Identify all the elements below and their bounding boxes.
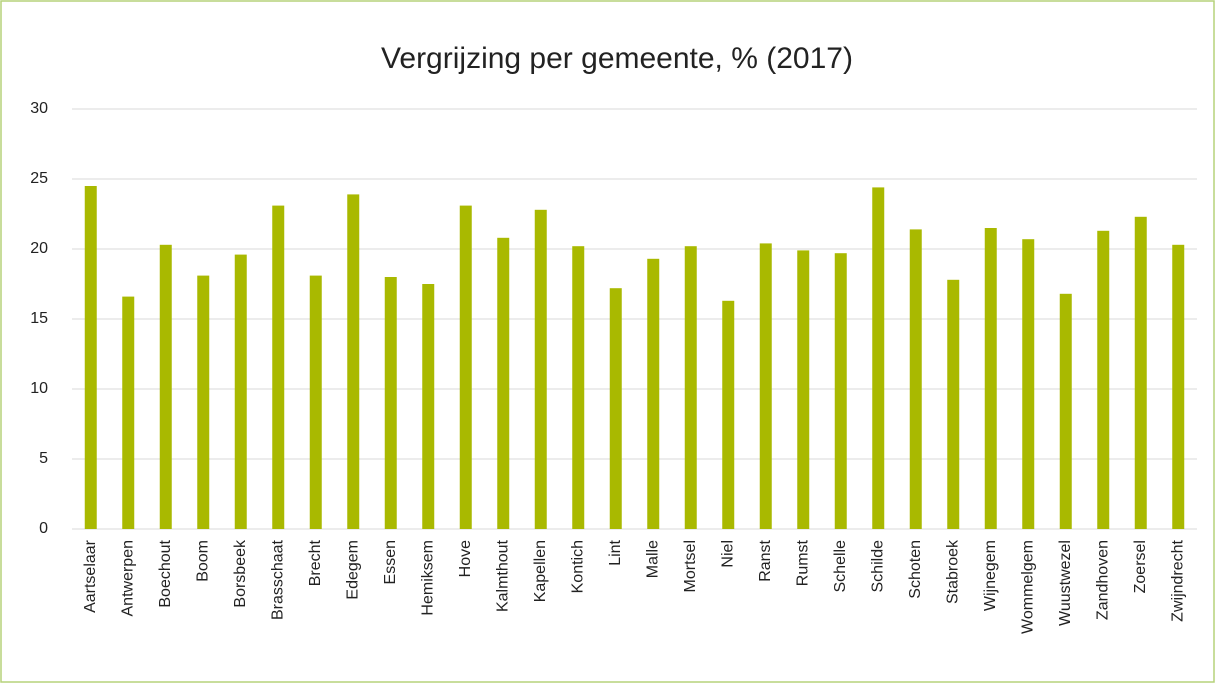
bar bbox=[272, 205, 285, 529]
bar bbox=[1097, 230, 1110, 530]
x-tick-label: Hove bbox=[457, 540, 474, 577]
bar bbox=[1022, 239, 1035, 529]
x-tick-label: Aartselaar bbox=[82, 539, 99, 613]
bar bbox=[84, 186, 97, 529]
x-tick-label: Wommelgem bbox=[1019, 540, 1036, 634]
x-tick-label: Zoersel bbox=[1132, 540, 1149, 593]
bar bbox=[347, 194, 360, 529]
y-tick-label: 5 bbox=[39, 450, 48, 467]
bar bbox=[647, 258, 660, 529]
bar bbox=[497, 237, 510, 530]
x-tick-label: Kapellen bbox=[532, 540, 549, 602]
x-tick-label: Stabroek bbox=[944, 539, 961, 604]
bar bbox=[609, 288, 622, 529]
bar bbox=[1059, 293, 1072, 529]
y-tick-label: 25 bbox=[30, 170, 48, 187]
bar bbox=[872, 187, 885, 529]
x-tick-label: Boom bbox=[194, 540, 211, 582]
bar bbox=[797, 250, 810, 529]
bar bbox=[234, 254, 247, 529]
x-tick-label: Borsbeek bbox=[232, 539, 249, 608]
bar bbox=[459, 205, 472, 529]
x-tick-label: Niel bbox=[719, 540, 736, 568]
x-tick-label: Boechout bbox=[157, 539, 174, 607]
x-tick-label: Hemiksem bbox=[419, 540, 436, 616]
x-tick-label: Wuustwezel bbox=[1057, 540, 1074, 626]
bar bbox=[947, 279, 960, 529]
x-tick-label: Antwerpen bbox=[119, 540, 136, 617]
bar bbox=[159, 244, 172, 530]
x-tick-label: Kontich bbox=[569, 540, 586, 593]
bar bbox=[722, 300, 735, 529]
x-tick-label: Schilde bbox=[869, 540, 886, 593]
bar bbox=[1134, 216, 1147, 530]
bar bbox=[309, 275, 322, 529]
x-tick-label: Mortsel bbox=[682, 540, 699, 592]
bar bbox=[984, 228, 997, 529]
bar bbox=[834, 253, 847, 529]
x-tick-label: Brecht bbox=[307, 539, 324, 586]
y-tick-label: 0 bbox=[39, 520, 48, 537]
bar bbox=[197, 275, 210, 529]
bar bbox=[122, 296, 135, 529]
bar bbox=[1172, 244, 1185, 530]
x-tick-label: Zwijndrecht bbox=[1169, 539, 1186, 621]
bar bbox=[909, 229, 922, 529]
y-tick-label: 10 bbox=[30, 380, 48, 397]
x-tick-label: Ranst bbox=[757, 539, 774, 581]
bar bbox=[759, 243, 772, 529]
bar bbox=[422, 284, 435, 529]
y-tick-label: 30 bbox=[30, 100, 48, 117]
x-tick-label: Kalmthout bbox=[494, 539, 511, 612]
x-tick-label: Rumst bbox=[794, 539, 811, 586]
bar bbox=[572, 246, 585, 529]
x-tick-label: Zandhoven bbox=[1094, 540, 1111, 620]
x-tick-label: Essen bbox=[382, 540, 399, 584]
x-tick-label: Brasschaat bbox=[269, 539, 286, 620]
x-tick-label: Schelle bbox=[832, 540, 849, 593]
bar bbox=[384, 277, 397, 529]
x-tick-label: Schoten bbox=[907, 540, 924, 599]
y-tick-label: 20 bbox=[30, 240, 48, 257]
x-tick-label: Lint bbox=[607, 539, 624, 565]
x-tick-label: Wijnegem bbox=[982, 540, 999, 611]
chart-title: Vergrijzing per gemeente, % (2017) bbox=[381, 42, 853, 75]
bar bbox=[684, 246, 697, 529]
y-tick-label: 15 bbox=[30, 310, 48, 327]
bar bbox=[534, 209, 547, 530]
x-tick-label: Malle bbox=[644, 540, 661, 578]
x-tick-label: Edegem bbox=[344, 540, 361, 600]
